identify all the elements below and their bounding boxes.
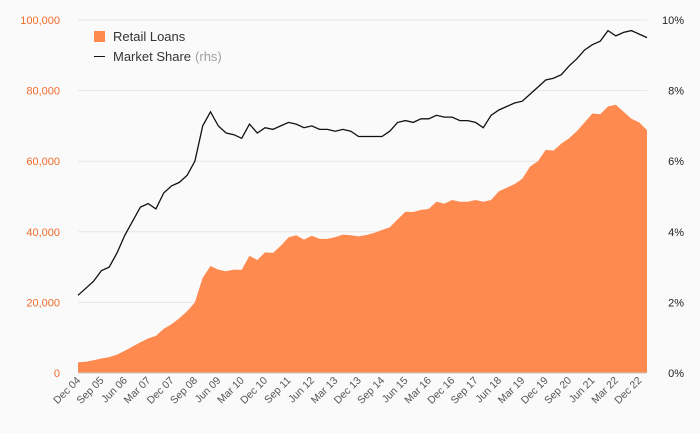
market-share-swatch	[94, 55, 105, 57]
market-share-line	[77, 29, 648, 296]
legend-item-market-share: Market Share (rhs)	[94, 46, 222, 66]
legend-label-retail-loans: Retail Loans	[113, 28, 186, 44]
y-left-tick-label: 100,000	[20, 15, 60, 27]
y-right-tick-label: 8%	[668, 86, 684, 98]
retail-loans-swatch	[94, 30, 105, 42]
y-left-tick-label: 60,000	[26, 156, 60, 168]
y-right-tick-label: 4%	[668, 227, 684, 239]
retail-loans-area	[78, 104, 647, 373]
x-tick-label: Sep 11	[262, 375, 294, 407]
y-left-tick-label: 80,000	[26, 86, 60, 98]
y-right-tick-label: 10%	[662, 15, 684, 27]
legend-item-retail-loans: Retail Loans	[94, 26, 222, 46]
y-left-tick-label: 0	[54, 368, 60, 380]
y-left-tick-label: 20,000	[26, 297, 60, 309]
y-left-tick-label: 40,000	[26, 227, 60, 239]
legend-label-market-share: Market Share	[113, 48, 192, 64]
y-right-tick-label: 2%	[668, 297, 684, 309]
y-right-tick-label: 0%	[668, 368, 684, 380]
y-right-tick-label: 6%	[668, 156, 684, 168]
legend-rhs-note: (rhs)	[195, 48, 222, 64]
right-y-axis: 0% 2% 4% 6% 8% 10%	[662, 15, 684, 380]
left-y-axis: 0 20,000 40,000 60,000 80,000 100,000	[20, 15, 60, 380]
legend: Retail Loans Market Share (rhs)	[94, 26, 222, 66]
